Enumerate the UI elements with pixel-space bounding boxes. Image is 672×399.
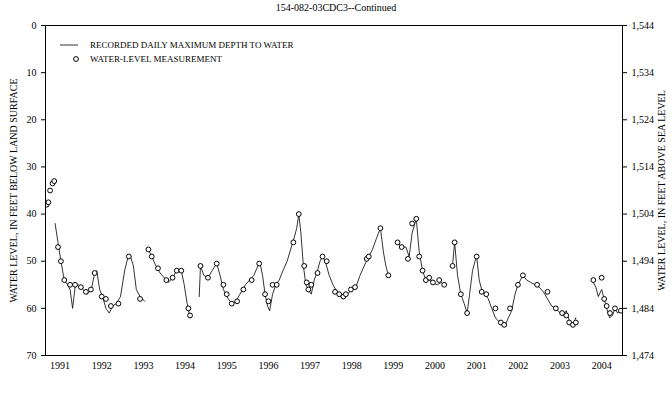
svg-text:1999: 1999 xyxy=(383,360,403,371)
svg-text:1,534: 1,534 xyxy=(632,67,655,78)
svg-text:WATER LEVEL, IN FEET BELOW LAN: WATER LEVEL, IN FEET BELOW LAND SURFACE xyxy=(8,78,19,302)
svg-text:1998: 1998 xyxy=(342,360,362,371)
svg-text:1996: 1996 xyxy=(258,360,278,371)
svg-text:30: 30 xyxy=(27,161,37,172)
svg-text:1,514: 1,514 xyxy=(632,161,655,172)
html-text:154-082-03CDC3--Continued: 154-082-03CDC3--Continued xyxy=(275,2,397,13)
svg-text:1993: 1993 xyxy=(133,360,153,371)
svg-text:1994: 1994 xyxy=(175,360,195,371)
html-text:RECORDED DAILY MAXIMUM DEPTH T: RECORDED DAILY MAXIMUM DEPTH TO WATER xyxy=(90,40,294,50)
html-text:WATER-LEVEL MEASUREMENT: WATER-LEVEL MEASUREMENT xyxy=(90,54,222,64)
svg-text:10: 10 xyxy=(27,67,37,78)
svg-text:20: 20 xyxy=(27,114,37,125)
svg-text:1,544: 1,544 xyxy=(632,20,655,31)
svg-text:2001: 2001 xyxy=(467,360,487,371)
svg-text:70: 70 xyxy=(27,350,37,361)
svg-text:1991: 1991 xyxy=(50,360,70,371)
svg-text:2002: 2002 xyxy=(508,360,528,371)
svg-text:2003: 2003 xyxy=(550,360,570,371)
svg-text:1997: 1997 xyxy=(300,360,320,371)
svg-text:1,494: 1,494 xyxy=(632,255,655,266)
svg-text:50: 50 xyxy=(27,255,37,266)
svg-text:2004: 2004 xyxy=(592,360,612,371)
svg-text:2000: 2000 xyxy=(425,360,445,371)
svg-text:60: 60 xyxy=(27,303,37,314)
svg-text:WATER LEVEL, IN FEET ABOVE SEA: WATER LEVEL, IN FEET ABOVE SEA LEVEL xyxy=(656,90,667,291)
svg-text:1992: 1992 xyxy=(92,360,112,371)
svg-text:40: 40 xyxy=(27,208,37,219)
svg-text:1995: 1995 xyxy=(217,360,237,371)
svg-text:1,504: 1,504 xyxy=(632,208,655,219)
svg-text:1,524: 1,524 xyxy=(632,114,655,125)
svg-text:1,474: 1,474 xyxy=(632,350,655,361)
svg-text:0: 0 xyxy=(32,20,37,31)
svg-text:1,484: 1,484 xyxy=(632,303,655,314)
